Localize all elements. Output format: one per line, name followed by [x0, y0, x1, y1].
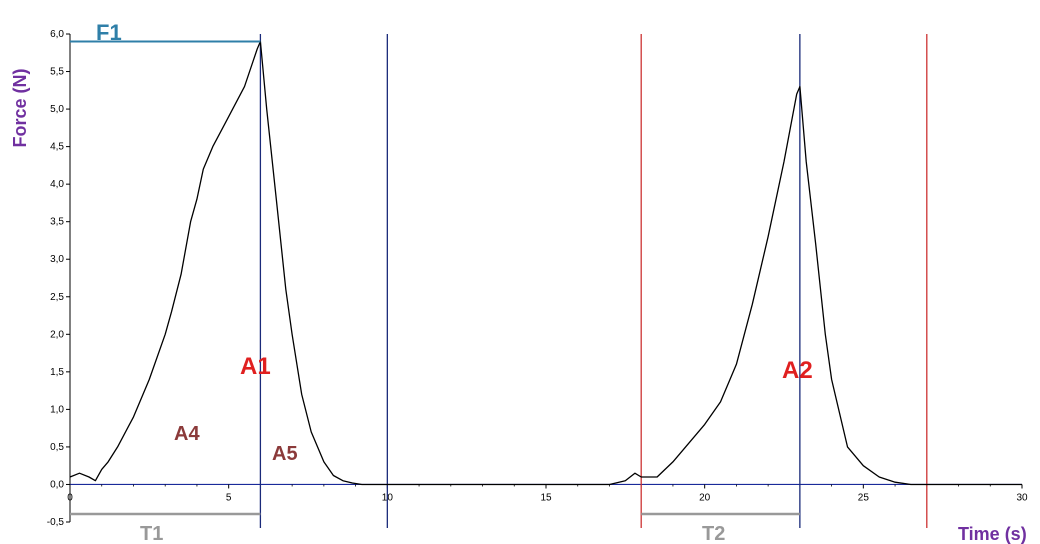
annotation-layer: F1 T1 T2 A1 A2 A4 A5 [70, 20, 813, 544]
x-tick-label: 15 [540, 492, 552, 503]
a1-label: A1 [240, 353, 271, 380]
y-tick-label: -0,5 [47, 517, 65, 528]
series-layer [69, 40, 1022, 486]
y-tick-label: 3,0 [50, 254, 64, 265]
y-tick-label: 0,0 [50, 479, 64, 490]
y-axis-label: Force (N) [10, 68, 30, 147]
force-curve [69, 40, 1022, 486]
x-tick-label: 20 [699, 492, 711, 503]
y-tick-label: 1,5 [50, 367, 64, 378]
x-axis-label: Time (s) [958, 524, 1027, 544]
y-tick-label: 5,5 [50, 67, 64, 78]
vertical-marker-lines [259, 34, 928, 528]
y-tick-label: 1,0 [50, 404, 64, 415]
f1-label: F1 [96, 20, 122, 45]
y-tick-label: 6,0 [50, 29, 64, 40]
x-tick-label: 30 [1016, 492, 1028, 503]
y-tick-label: 3,5 [50, 217, 64, 228]
t1-label: T1 [140, 523, 163, 544]
a5-label: A5 [272, 443, 298, 465]
y-tick-label: 5,0 [50, 104, 64, 115]
x-tick-label: 5 [226, 492, 232, 503]
t2-label: T2 [702, 523, 725, 544]
y-tick-label: 4,0 [50, 179, 64, 190]
a2-label: A2 [782, 357, 813, 384]
axes: -0,5 0,0 0,5 1,0 1,5 2,0 2,5 3,0 3,5 4,0 4,5 5,0 5,5… [47, 29, 1028, 528]
y-tick-label: 0,5 [50, 442, 64, 453]
y-tick-label: 2,5 [50, 292, 64, 303]
y-tick-label: 4,5 [50, 142, 64, 153]
a4-label: A4 [174, 423, 200, 445]
y-tick-label: 2,0 [50, 329, 64, 340]
x-tick-label: 0 [67, 492, 73, 503]
x-tick-label: 25 [858, 492, 870, 503]
